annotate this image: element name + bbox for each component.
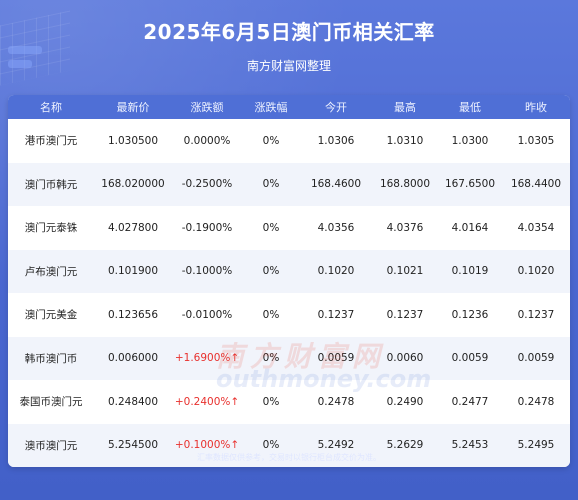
open-price: 0.1237	[317, 308, 355, 321]
previous-close: 0.0059	[517, 352, 555, 365]
table-row: 澳门币韩元 168.020000 -0.2500% 0% 168.4600 168.800…	[8, 162, 570, 206]
footer-note: 汇率数据仅供参考，交易时以银行柜台成交价为准。	[197, 453, 381, 462]
latest-price: 0.248400	[107, 395, 159, 408]
table-row: 韩币澳门币 0.006000 +1.6900%↑ 0% 0.0059 0.0060 0.00…	[8, 336, 570, 380]
latest-price: 168.020000	[101, 178, 165, 191]
table-row: 卢布澳门元 0.101900 -0.1000% 0% 0.1020 0.1021 0.101…	[8, 249, 570, 293]
change-amount: -0.2500%	[181, 178, 233, 191]
low-price: 4.0164	[451, 221, 489, 234]
change-percent: 0%	[262, 178, 280, 191]
previous-close: 168.4400	[510, 178, 562, 191]
currency-pair-name: 韩币澳门币	[24, 352, 78, 365]
latest-price: 1.030500	[107, 134, 159, 147]
latest-price: 0.101900	[107, 265, 159, 278]
change-amount: -0.0100%	[181, 308, 233, 321]
change-amount: +0.2400%↑	[174, 395, 240, 408]
currency-pair-name: 港币澳门元	[24, 135, 78, 148]
currency-pair-name: 澳门币韩元	[24, 178, 78, 191]
change-percent: 0%	[262, 221, 280, 234]
high-price: 168.8000	[379, 178, 431, 191]
change-amount: 0.0000%	[183, 134, 231, 147]
currency-pair-name: 澳门元泰铢	[24, 222, 78, 235]
open-price: 5.2492	[317, 439, 355, 452]
change-percent: 0%	[262, 395, 280, 408]
change-percent: 0%	[262, 352, 280, 365]
column-header: 涨跌幅	[254, 101, 288, 114]
previous-close: 5.2495	[517, 439, 555, 452]
change-percent: 0%	[262, 265, 280, 278]
rate-table-card: 名称 最新价 涨跌额 涨跌幅 今开 最高 最低 昨收 港币澳门元 1.030500…	[8, 95, 570, 467]
page-title: 2025年6月5日澳门币相关汇率	[143, 20, 435, 44]
high-price: 0.1021	[386, 265, 424, 278]
low-price: 0.2477	[451, 395, 489, 408]
open-price: 168.4600	[310, 178, 362, 191]
change-amount: -0.1000%	[181, 265, 233, 278]
currency-pair-name: 卢布澳门元	[24, 265, 78, 278]
low-price: 5.2453	[451, 439, 489, 452]
previous-close: 1.0305	[517, 134, 555, 147]
table-row: 澳币澳门元 5.254500 +0.1000%↑ 0% 5.2492 5.2629 5.24…	[8, 423, 570, 467]
decorative-bar	[8, 46, 42, 54]
latest-price: 0.006000	[107, 352, 159, 365]
table-header-row: 名称 最新价 涨跌额 涨跌幅 今开 最高 最低 昨收	[8, 95, 570, 119]
high-price: 5.2629	[386, 439, 424, 452]
column-header: 名称	[40, 101, 62, 114]
change-percent: 0%	[262, 134, 280, 147]
previous-close: 0.1020	[517, 265, 555, 278]
latest-price: 5.254500	[107, 439, 159, 452]
currency-pair-name: 澳门元美金	[24, 309, 78, 322]
currency-pair-name: 澳币澳门元	[24, 439, 78, 452]
high-price: 1.0310	[386, 134, 424, 147]
high-price: 0.1237	[386, 308, 424, 321]
column-header: 昨收	[525, 101, 547, 114]
table-row: 澳门元泰铢 4.027800 -0.1900% 0% 4.0356 4.0376 4.016…	[8, 206, 570, 250]
table-row: 泰国币澳门元 0.248400 +0.2400%↑ 0% 0.2478 0.2490 0.2…	[8, 380, 570, 424]
table-row: 港币澳门元 1.030500 0.0000% 0% 1.0306 1.0310 1.0300…	[8, 119, 570, 163]
low-price: 0.1019	[451, 265, 489, 278]
column-header: 涨跌额	[190, 101, 224, 114]
currency-pair-name: 泰国币澳门元	[19, 396, 83, 409]
open-price: 1.0306	[317, 134, 355, 147]
change-percent: 0%	[262, 308, 280, 321]
column-header: 今开	[325, 101, 347, 114]
latest-price: 4.027800	[107, 221, 159, 234]
high-price: 4.0376	[386, 221, 424, 234]
open-price: 0.2478	[317, 395, 355, 408]
table-row: 澳门元美金 0.123656 -0.0100% 0% 0.1237 0.1237 0.123…	[8, 293, 570, 337]
previous-close: 0.2478	[517, 395, 555, 408]
previous-close: 4.0354	[517, 221, 555, 234]
open-price: 0.0059	[317, 352, 355, 365]
open-price: 4.0356	[317, 221, 355, 234]
low-price: 0.0059	[451, 352, 489, 365]
rate-table: 名称 最新价 涨跌额 涨跌幅 今开 最高 最低 昨收 港币澳门元 1.030500…	[8, 95, 570, 467]
change-amount: +0.1000%↑	[174, 439, 240, 452]
column-header: 最低	[459, 101, 481, 114]
change-amount: +1.6900%↑	[174, 352, 240, 365]
latest-price: 0.123656	[107, 308, 159, 321]
previous-close: 0.1237	[517, 308, 555, 321]
open-price: 0.1020	[317, 265, 355, 278]
decorative-bar	[8, 60, 32, 68]
low-price: 0.1236	[451, 308, 489, 321]
column-header: 最新价	[116, 101, 150, 114]
page-subtitle: 南方财富网整理	[246, 59, 331, 73]
high-price: 0.2490	[386, 395, 424, 408]
high-price: 0.0060	[386, 352, 424, 365]
column-header: 最高	[394, 101, 416, 114]
change-amount: -0.1900%	[181, 221, 233, 234]
change-percent: 0%	[262, 439, 280, 452]
low-price: 167.6500	[444, 178, 496, 191]
low-price: 1.0300	[451, 134, 489, 147]
